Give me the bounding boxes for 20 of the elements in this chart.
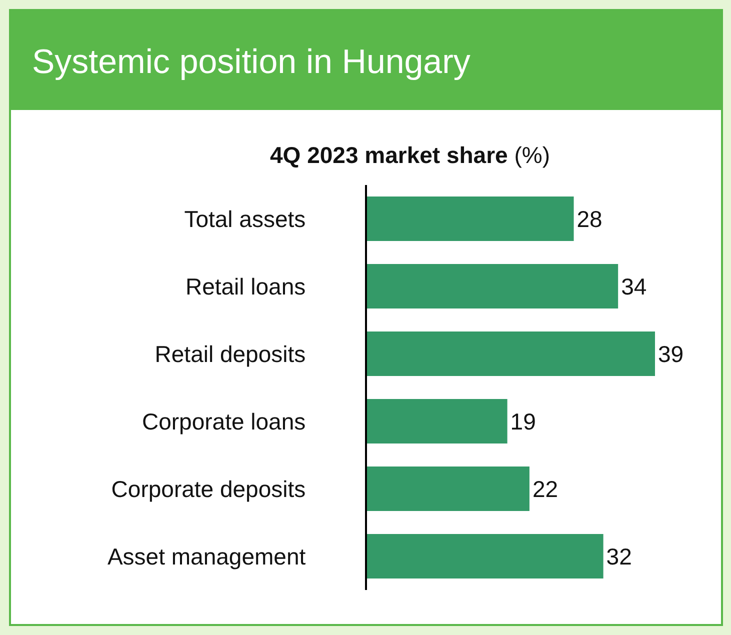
bar xyxy=(367,264,618,309)
bar xyxy=(367,331,655,376)
y-tick-label: Retail deposits xyxy=(154,340,306,367)
y-tick-label: Retail loans xyxy=(185,273,306,300)
data-label: 22 xyxy=(532,476,558,502)
data-label: 34 xyxy=(621,273,647,300)
bar xyxy=(367,534,604,579)
bar xyxy=(367,196,574,242)
data-label: 39 xyxy=(658,340,684,367)
chart-title: Systemic position in Hungary xyxy=(32,43,470,81)
data-label: 32 xyxy=(606,543,632,570)
data-label: 28 xyxy=(576,206,602,232)
y-tick-label: Total assets xyxy=(184,206,306,232)
chart-subtitle: 4Q 2023 market share (%) xyxy=(270,142,550,168)
bar xyxy=(367,466,530,512)
y-tick-label: Asset management xyxy=(107,543,306,570)
y-tick-label: Corporate loans xyxy=(142,408,306,434)
y-tick-label: Corporate deposits xyxy=(111,476,306,502)
bar xyxy=(367,398,508,444)
data-label: 19 xyxy=(510,408,536,434)
